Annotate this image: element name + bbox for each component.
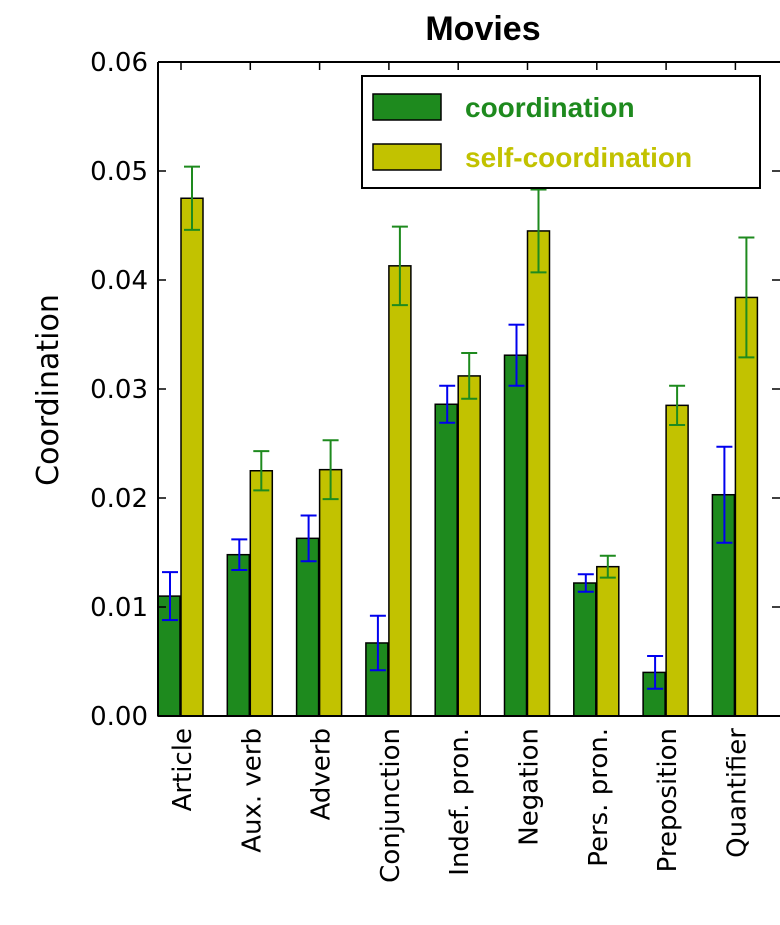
chart-title: Movies bbox=[425, 10, 540, 48]
bar-coordination bbox=[295, 537, 320, 717]
bar-self-coordination bbox=[665, 404, 689, 717]
y-tick-label: 0.05 bbox=[90, 157, 148, 187]
bar-coordination bbox=[434, 403, 458, 717]
y-tick-label: 0.01 bbox=[90, 593, 148, 623]
bar-self-coordination bbox=[457, 375, 481, 717]
y-axis-label: Coordination bbox=[31, 294, 66, 486]
x-tick-label: Article bbox=[168, 728, 198, 811]
y-tick-label: 0.02 bbox=[90, 484, 148, 514]
bar-coordination bbox=[503, 354, 528, 717]
legend-swatch-coordination bbox=[372, 93, 442, 121]
y-tick-label: 0.04 bbox=[90, 266, 148, 296]
bar-self-coordination bbox=[249, 470, 274, 717]
x-tick-label: Preposition bbox=[653, 728, 683, 872]
x-tick-label: Pers. pron. bbox=[584, 728, 614, 867]
x-tick-label: Indef. pron. bbox=[445, 728, 475, 876]
x-tick-label: Quantifier bbox=[722, 728, 752, 858]
bar-self-coordination bbox=[596, 565, 620, 717]
x-tick-label: Negation bbox=[515, 728, 545, 846]
legend-label-coordination: coordination bbox=[465, 92, 635, 123]
y-tick-label: 0.00 bbox=[90, 702, 148, 732]
y-tick-label: 0.06 bbox=[90, 48, 148, 78]
legend-swatch-self-coordination bbox=[372, 143, 442, 171]
bar-coordination bbox=[226, 553, 251, 717]
x-tick-label: Aux. verb bbox=[237, 728, 267, 853]
bar-self-coordination bbox=[734, 296, 759, 717]
x-tick-label: Adverb bbox=[307, 728, 337, 820]
bar-self-coordination bbox=[180, 197, 204, 717]
plot-area: 0.00 0.01 0.02 0.03 0.04 0.05 0.06 Article Aux. … bbox=[90, 48, 780, 883]
legend-label-self-coordination: self-coordination bbox=[465, 142, 692, 173]
bar-self-coordination bbox=[388, 265, 412, 717]
bar-self-coordination bbox=[526, 230, 551, 717]
y-tick-label: 0.03 bbox=[90, 375, 148, 405]
x-tick-label: Conjunction bbox=[376, 728, 406, 883]
bar-coordination bbox=[573, 582, 597, 717]
bar-self-coordination bbox=[318, 468, 343, 717]
